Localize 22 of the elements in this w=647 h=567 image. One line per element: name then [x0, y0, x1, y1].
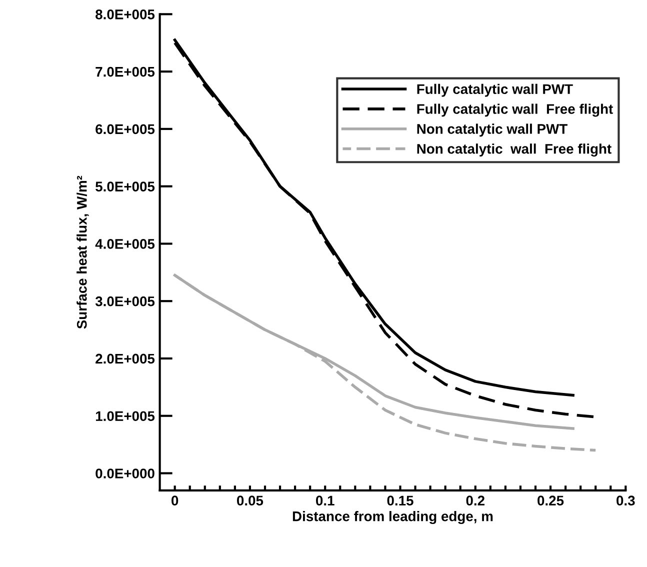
y-tick-label: 2.0E+005: [96, 354, 155, 364]
x-tick-label: 0.2: [466, 496, 484, 506]
y-tick-label: 4.0E+005: [95, 239, 155, 249]
x-tick-label: 0.15: [387, 496, 414, 506]
y-tick-label: 1.0E+005: [96, 411, 155, 422]
y-tick-label: 8.0E+005: [96, 10, 155, 20]
x-tick-label: 0.3: [616, 496, 635, 506]
y-tick-label: 3.0E+005: [95, 296, 155, 306]
legend-label: Non catalytic wall PWT: [417, 124, 568, 137]
x-tick-label: 0.05: [237, 496, 264, 506]
y-tick-label: 0.0E+000: [96, 468, 154, 478]
x-tick-label: 0.1: [316, 496, 334, 506]
y-tick-label: 5.0E+005: [96, 182, 155, 192]
x-tick-label: 0: [172, 496, 178, 506]
x-axis-title: Distance from leading edge, m: [292, 511, 493, 524]
legend-label: Fully catalytic wall PWT: [417, 84, 573, 97]
legend-label: Fully catalytic wall Free flight: [417, 104, 613, 117]
y-tick-label: 7.0E+005: [96, 66, 155, 77]
x-tick-label: 0.25: [538, 496, 564, 506]
y-axis-title: Surface heat flux, W/m²: [76, 176, 89, 329]
y-tick-label: 6.0E+005: [96, 124, 155, 134]
legend-label: Non catalytic wall Free flight: [417, 144, 612, 157]
